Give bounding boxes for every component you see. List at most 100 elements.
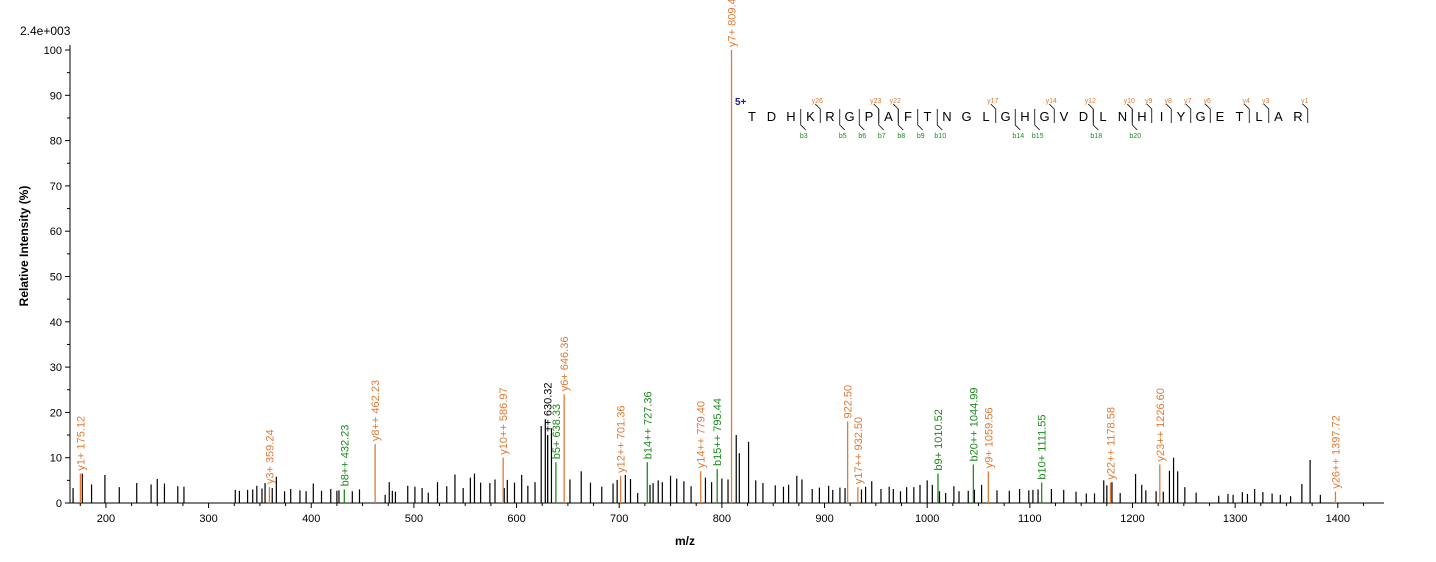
- x-tick-label: 700: [610, 513, 628, 525]
- residue: R: [1293, 109, 1302, 124]
- residue: K: [806, 109, 815, 124]
- b-ion-label: b3: [800, 133, 808, 140]
- y-tick-label: 60: [50, 226, 62, 238]
- residue: G: [844, 109, 854, 124]
- x-tick-label: 1400: [1326, 513, 1350, 525]
- residue: V: [1060, 109, 1069, 124]
- y-tick-label: 90: [50, 90, 62, 102]
- peak-label: b5+ 638.33: [551, 404, 563, 459]
- peak-label: 922.50: [843, 385, 855, 419]
- y-ion-label: y8: [1165, 98, 1173, 105]
- b-ion-bracket: [839, 109, 846, 131]
- residue: H: [786, 109, 795, 124]
- residue: N: [942, 109, 951, 124]
- peak-label: y9+ 1059.56: [983, 407, 995, 468]
- y-ion-bracket: [1146, 103, 1153, 123]
- y-tick-label: 30: [50, 362, 62, 374]
- b-ion-bracket: [1092, 109, 1099, 131]
- residue: I: [1160, 109, 1164, 124]
- x-tick-label: 1200: [1120, 513, 1144, 525]
- b-ion-bracket: [1034, 109, 1041, 131]
- residue: T: [748, 109, 756, 124]
- peak-label: b20++ 1044.99: [968, 387, 980, 461]
- b-ion-label: b5: [839, 133, 847, 140]
- residue: D: [1079, 109, 1088, 124]
- peak-label: b15++ 795.44: [712, 398, 724, 466]
- b-ion-label: b15: [1032, 133, 1044, 140]
- residue: G: [1000, 109, 1010, 124]
- residue: P: [865, 109, 874, 124]
- residue: T: [924, 109, 932, 124]
- b-ion-label: b8: [897, 133, 905, 140]
- y-ion-label: y9: [1145, 98, 1153, 105]
- x-tick-label: 800: [713, 513, 731, 525]
- peak-label: y14++ 779.40: [696, 401, 708, 468]
- b-ion-bracket: [800, 109, 807, 131]
- charge-state: 5+: [735, 97, 747, 108]
- b-ion-bracket: [1014, 109, 1021, 131]
- y-tick-label: 10: [50, 453, 62, 465]
- b-ion-label: b7: [878, 133, 886, 140]
- peak-label: y26++ 1397.72: [1330, 415, 1342, 488]
- peak-label: b14++ 727.36: [642, 391, 654, 459]
- peak-label: b9+ 1010.52: [933, 409, 945, 470]
- residue: G: [1195, 109, 1205, 124]
- y-tick-label: 40: [50, 317, 62, 329]
- y-ion-label: y17: [987, 98, 998, 105]
- peak-label: y8++ 462.23: [370, 380, 382, 441]
- b-ion-label: b10: [934, 133, 946, 140]
- y-ion-label: y7: [1184, 98, 1192, 105]
- x-tick-label: 1000: [915, 513, 939, 525]
- residue: L: [1255, 109, 1262, 124]
- y-ion-bracket: [1048, 103, 1055, 123]
- peak-annotations: y1+ 175.12 y3+ 359.24 b8++ 432.23 y8++ 462.…: [75, 0, 1342, 489]
- y-tick-label: 70: [50, 181, 62, 193]
- y-ion-bracket: [892, 103, 899, 123]
- peak-label: y22++ 1178.58: [1106, 407, 1118, 480]
- residue: D: [767, 109, 776, 124]
- y-ion-label: y26: [812, 98, 823, 105]
- residue: A: [1274, 109, 1283, 124]
- y-tick-label: 0: [56, 498, 62, 510]
- x-tick-label: 1100: [1018, 513, 1042, 525]
- peak-label: ++ 630.32: [543, 382, 555, 432]
- b-ion-label: b6: [858, 133, 866, 140]
- peak-label: y17++ 932.50: [853, 417, 865, 484]
- y-ion-label: y14: [1046, 98, 1057, 105]
- y-tick-label: 50: [50, 272, 62, 284]
- x-tick-label: 300: [199, 513, 217, 525]
- peak-label: y10++ 586.97: [498, 387, 510, 454]
- y-ion-label: y3: [1262, 98, 1270, 105]
- b-ion-bracket: [878, 109, 885, 131]
- residue: N: [1118, 109, 1127, 124]
- peaks: [72, 50, 1337, 503]
- residue: L: [1099, 109, 1106, 124]
- x-axis-title: m/z: [675, 534, 695, 548]
- y-ion-label: y12: [1085, 98, 1096, 105]
- residue: G: [961, 109, 971, 124]
- y-ion-label: y4: [1243, 98, 1251, 105]
- residue: A: [884, 109, 893, 124]
- residue: H: [1020, 109, 1029, 124]
- b-ion-label: b9: [917, 133, 925, 140]
- y-ion-bracket: [1165, 103, 1172, 123]
- y-tick-label: 80: [50, 136, 62, 148]
- y-ion-label: y23: [870, 98, 881, 105]
- x-tick-label: 200: [97, 513, 115, 525]
- peak-label: y3+ 359.24: [264, 429, 276, 484]
- b-ion-label: b14: [1012, 133, 1024, 140]
- y-ion-bracket: [1087, 103, 1094, 123]
- residue: R: [825, 109, 834, 124]
- y-ion-bracket: [1185, 103, 1192, 123]
- b-ion-label: b20: [1129, 133, 1141, 140]
- y-ion-bracket: [1243, 103, 1250, 123]
- y-ion-bracket: [1204, 103, 1211, 123]
- peak-label: y6+ 646.36: [559, 337, 571, 392]
- x-tick-label: 600: [507, 513, 525, 525]
- y-ion-label: y1: [1301, 98, 1309, 105]
- peak-label: y7+ 809.41: [727, 0, 739, 47]
- y-tick-label: 100: [44, 45, 62, 57]
- x-tick-label: 1300: [1223, 513, 1247, 525]
